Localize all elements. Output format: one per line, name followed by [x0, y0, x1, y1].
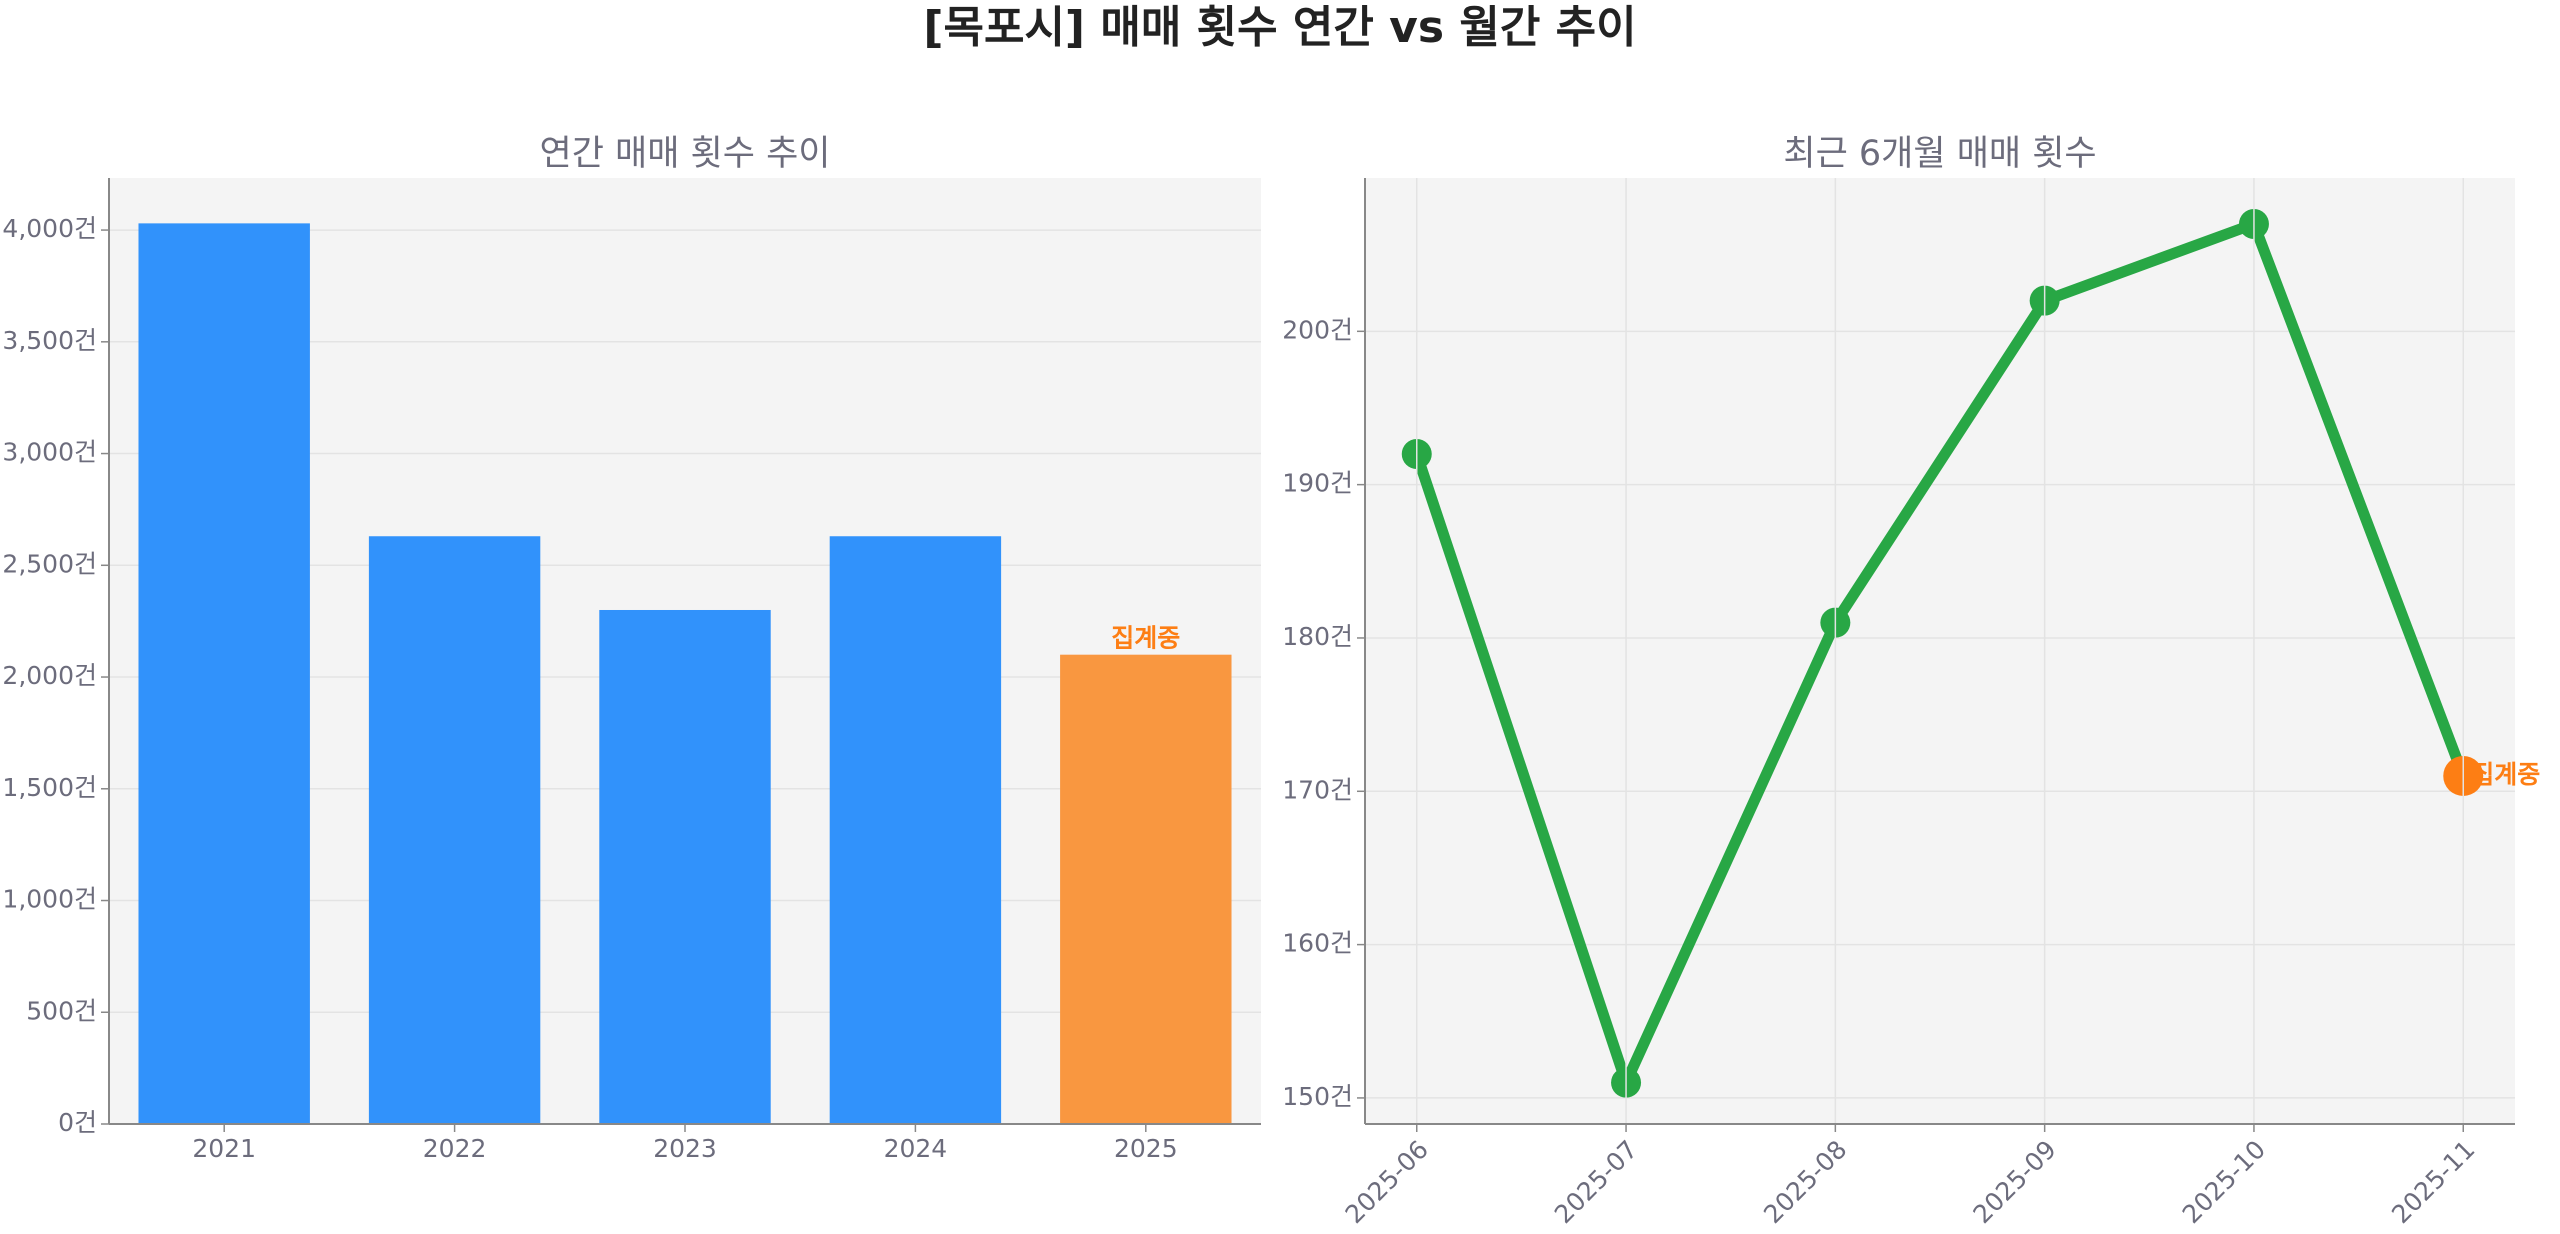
- y-tick-label: 3,000건: [2, 438, 97, 467]
- x-tick-label: 2025-11: [2386, 1135, 2480, 1229]
- y-tick-label: 200건: [1282, 315, 1353, 344]
- y-tick-label: 4,000건: [2, 214, 97, 243]
- x-tick-label: 2022: [423, 1134, 487, 1163]
- y-tick-label: 1,500건: [2, 773, 97, 802]
- chart-title: 최근 6개월 매매 횟수: [1783, 134, 2096, 174]
- x-tick-label: 2025-10: [2177, 1135, 2271, 1229]
- annotation: 집계중: [2471, 760, 2540, 789]
- x-tick-label: 2025-06: [1340, 1135, 1434, 1229]
- y-tick-label: 160건: [1282, 929, 1353, 958]
- y-tick-label: 170건: [1282, 775, 1353, 804]
- x-tick-label: 2021: [192, 1134, 256, 1163]
- bar: [138, 223, 310, 1124]
- y-tick-label: 2,000건: [2, 661, 97, 690]
- bar: [1060, 654, 1232, 1124]
- x-tick-label: 2025-09: [1967, 1135, 2061, 1229]
- y-tick-label: 3,500건: [2, 326, 97, 355]
- y-tick-label: 500건: [26, 996, 97, 1025]
- y-tick-label: 2,500건: [2, 549, 97, 578]
- x-tick-label: 2025-08: [1758, 1135, 1852, 1229]
- annotation: 집계중: [1111, 624, 1180, 653]
- y-tick-label: 180건: [1282, 622, 1353, 651]
- y-tick-label: 1,000건: [2, 885, 97, 914]
- y-tick-label: 150건: [1282, 1082, 1353, 1111]
- line: [1411, 218, 2469, 1089]
- bar: [599, 609, 771, 1124]
- x-tick-label: 2025-07: [1549, 1135, 1643, 1229]
- figure-title: [목포시] 매매 횟수 연간 vs 월간 추이: [923, 2, 1636, 53]
- x-tick-label: 2024: [884, 1134, 948, 1163]
- bar: [829, 536, 1002, 1124]
- x-tick-label: 2023: [653, 1134, 717, 1163]
- bar: [368, 536, 541, 1124]
- y-tick-label: 190건: [1282, 469, 1353, 498]
- chart-title: 연간 매매 횟수 추이: [540, 134, 831, 174]
- plot-background: [1365, 178, 2515, 1124]
- y-tick-label: 0건: [58, 1108, 97, 1137]
- x-tick-label: 2025: [1114, 1134, 1178, 1163]
